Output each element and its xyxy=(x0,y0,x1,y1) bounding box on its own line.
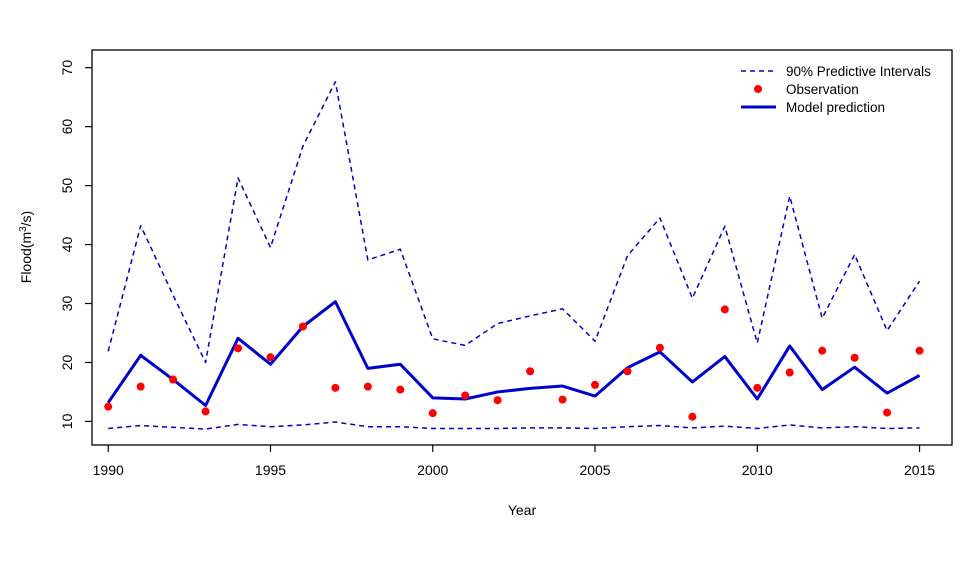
x-axis-title: Year xyxy=(508,502,537,518)
observation-point xyxy=(396,385,405,394)
observation-point xyxy=(655,343,664,352)
observation-point xyxy=(331,383,340,392)
upper-interval-line xyxy=(107,81,921,364)
series-layer xyxy=(104,81,924,430)
observation-point xyxy=(915,346,924,355)
observation-point xyxy=(753,383,762,392)
observation-point xyxy=(461,391,470,400)
y-tick-label: 20 xyxy=(59,354,75,370)
y-tick-label: 30 xyxy=(59,296,75,312)
observation-point xyxy=(234,344,243,353)
x-tick-label: 2010 xyxy=(742,462,773,478)
observation-point xyxy=(526,367,535,376)
observation-point xyxy=(136,382,145,391)
observation-point xyxy=(266,353,275,362)
x-tick-label: 2015 xyxy=(904,462,935,478)
legend-label-intervals: 90% Predictive Intervals xyxy=(786,64,931,79)
observation-point xyxy=(883,408,892,417)
observation-point xyxy=(688,412,697,421)
observation-point xyxy=(169,375,178,384)
observation-point xyxy=(428,409,437,418)
model-prediction-line xyxy=(106,300,921,407)
plot-frame xyxy=(91,49,953,446)
observation-point xyxy=(623,367,632,376)
observation-point xyxy=(298,322,307,331)
observation-point xyxy=(201,407,210,416)
y-tick-label: 40 xyxy=(59,237,75,253)
x-tick-label: 1995 xyxy=(255,462,286,478)
legend-label-observation: Observation xyxy=(786,82,859,97)
x-tick-label: 1990 xyxy=(93,462,124,478)
x-tick-label: 2005 xyxy=(579,462,610,478)
observation-point xyxy=(785,368,794,377)
observation-point xyxy=(720,305,729,314)
legend: 90% Predictive Intervals Observation Mod… xyxy=(741,64,931,115)
legend-observation-swatch xyxy=(754,85,762,93)
observation-point xyxy=(850,353,859,362)
observation-point xyxy=(363,382,372,391)
y-tick-label: 10 xyxy=(59,413,75,429)
y-axis-title: Flood(m3/s) xyxy=(18,211,34,283)
observation-point xyxy=(818,346,827,355)
y-axis: 10 20 30 40 50 60 70 xyxy=(59,60,92,429)
observation-point xyxy=(591,380,600,389)
observation-point xyxy=(104,402,113,411)
observation-point xyxy=(493,396,502,405)
x-tick-label: 2000 xyxy=(417,462,448,478)
x-axis: 1990 1995 2000 2005 2010 2015 xyxy=(93,445,935,478)
legend-label-model: Model prediction xyxy=(786,100,885,115)
y-tick-label: 70 xyxy=(59,60,75,76)
lower-interval-line xyxy=(108,421,920,430)
observation-point xyxy=(558,395,567,404)
y-tick-label: 50 xyxy=(59,178,75,194)
y-tick-label: 60 xyxy=(59,119,75,135)
